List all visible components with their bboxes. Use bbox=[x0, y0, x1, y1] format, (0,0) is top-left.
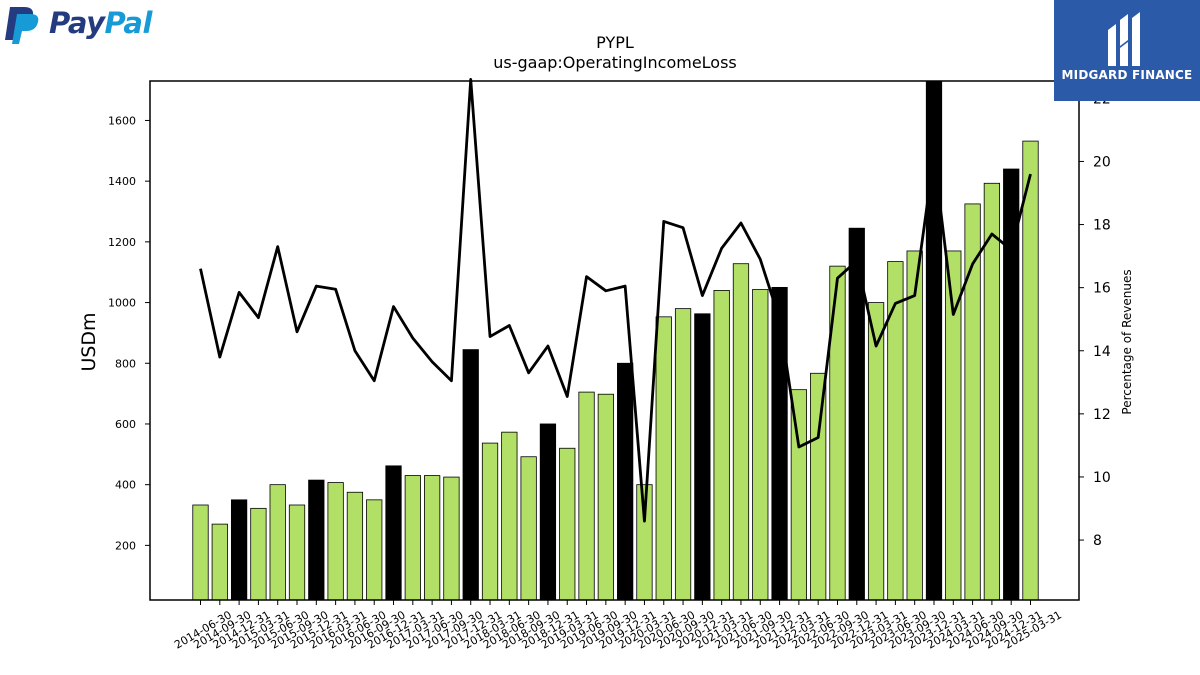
y-axis-right: 810121416182022 bbox=[1079, 91, 1111, 549]
bar-2022-06-30 bbox=[810, 372, 827, 601]
paypal-logo bbox=[4, 4, 164, 50]
bar-series bbox=[192, 81, 1039, 601]
chart-title: PYPL bbox=[596, 33, 634, 52]
bar-2016-06-30 bbox=[346, 491, 364, 601]
bar-2017-03-31 bbox=[404, 475, 421, 601]
bar-2017-12-31 bbox=[462, 349, 479, 601]
bar-2025-03-31 bbox=[1022, 140, 1039, 601]
bar-2021-06-30 bbox=[732, 263, 750, 601]
x-axis: 2014-06-302014-09-302014-12-312015-03-31… bbox=[172, 600, 1064, 652]
y2-tick-label: 18 bbox=[1093, 218, 1111, 234]
y2-tick-label: 10 bbox=[1093, 470, 1111, 486]
y-axis-label: USDm bbox=[78, 312, 100, 371]
bar-2022-03-31 bbox=[790, 389, 807, 601]
midgard-watermark-text: MIDGARD FINANCE bbox=[1061, 68, 1193, 82]
y2-tick-label: 12 bbox=[1093, 407, 1111, 423]
bar-2014-09-30 bbox=[211, 523, 228, 601]
bar-2014-06-30 bbox=[192, 504, 209, 601]
paypal-word-pal: Pal bbox=[104, 6, 152, 40]
percentage-line bbox=[199, 78, 1032, 523]
y2-tick-label: 20 bbox=[1093, 154, 1111, 170]
paypal-wordmark: PayPal bbox=[49, 6, 152, 40]
bar-2019-06-30 bbox=[578, 391, 595, 601]
y-axis-left: 200 400 600 800 1000 1200 1400 1600 bbox=[108, 114, 150, 552]
bar-2021-09-30 bbox=[752, 289, 769, 601]
bar-2018-06-30 bbox=[501, 431, 518, 601]
bar-2015-06-30 bbox=[269, 484, 286, 601]
bar-2017-09-30 bbox=[443, 476, 460, 601]
y-tick-label: 600 bbox=[115, 418, 136, 431]
bar-2015-03-31 bbox=[250, 507, 267, 601]
bar-2020-09-30 bbox=[674, 308, 692, 601]
midgard-watermark: MIDGARD FINANCE bbox=[1054, 0, 1200, 101]
bar-2016-09-30 bbox=[366, 499, 383, 601]
y2-tick-label: 8 bbox=[1093, 533, 1102, 549]
bar-2019-12-31 bbox=[617, 362, 634, 601]
bar-2024-09-30 bbox=[983, 182, 1001, 601]
y2-tick-label: 14 bbox=[1093, 344, 1111, 360]
y-tick-label: 200 bbox=[115, 539, 136, 552]
y-tick-label: 1600 bbox=[108, 114, 136, 127]
bar-2015-12-31 bbox=[308, 479, 325, 601]
bar-2018-12-31 bbox=[539, 423, 557, 601]
y-tick-label: 1000 bbox=[108, 297, 136, 310]
bar-2023-09-30 bbox=[906, 250, 923, 601]
paypal-p-icon bbox=[5, 7, 39, 44]
bar-2014-12-31 bbox=[230, 499, 248, 601]
y-tick-label: 1400 bbox=[108, 175, 136, 188]
bar-2016-03-31 bbox=[327, 482, 344, 601]
y-tick-label: 800 bbox=[115, 357, 136, 370]
plot-frame bbox=[149, 80, 1080, 601]
bar-2019-03-31 bbox=[559, 447, 576, 601]
bar-2021-03-31 bbox=[713, 290, 730, 601]
y2-tick-label: 16 bbox=[1093, 281, 1111, 297]
bar-2016-12-31 bbox=[385, 465, 402, 601]
bar-2015-09-30 bbox=[288, 504, 306, 601]
bar-2019-09-30 bbox=[597, 393, 614, 601]
chart-subtitle: us-gaap:OperatingIncomeLoss bbox=[493, 53, 737, 72]
y-tick-label: 1200 bbox=[108, 236, 136, 249]
percentage-line-series bbox=[199, 78, 1032, 523]
midgard-logo-icon bbox=[1108, 12, 1140, 66]
bar-2018-09-30 bbox=[520, 456, 537, 601]
bar-2018-03-31 bbox=[481, 442, 499, 601]
bar-2020-12-31 bbox=[694, 313, 711, 601]
bar-2021-12-31 bbox=[771, 286, 788, 601]
paypal-word-pay: Pay bbox=[49, 6, 105, 40]
y-tick-label: 400 bbox=[115, 479, 136, 492]
bar-2020-06-30 bbox=[655, 316, 672, 601]
y2-axis-label: Percentage of Revenues bbox=[1120, 269, 1134, 414]
bar-2017-06-30 bbox=[424, 475, 441, 601]
